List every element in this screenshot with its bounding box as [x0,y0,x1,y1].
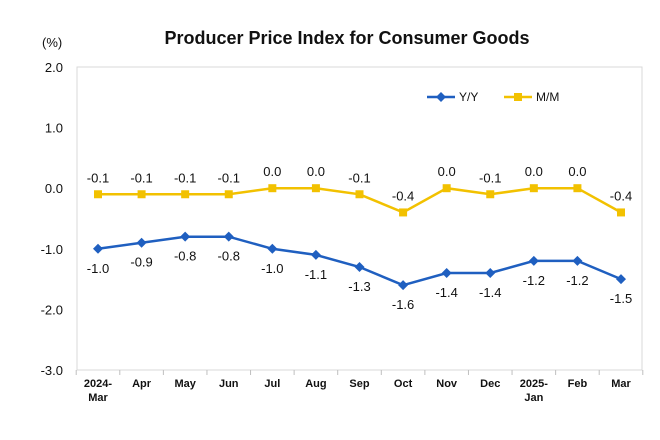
series-layer [93,184,626,291]
data-label-y-y: -1.5 [610,291,632,306]
y-tick-label: -3.0 [41,363,63,378]
data-point-y-y [136,237,147,248]
data-label-m-m: 0.0 [525,164,543,179]
y-axis-unit: (%) [42,35,62,50]
data-label-y-y: -1.0 [87,261,109,276]
data-point-y-y [616,274,626,285]
data-label-y-y: -1.1 [305,267,327,282]
x-tick-label: Jun [219,378,239,390]
data-label-m-m: -0.1 [348,170,370,185]
y-tick-label: -1.0 [41,242,63,257]
data-label-layer: -1.0 -0.9 -0.8 -0.8 -1.0 -1.1 -1.3 -1.6 -1.4 -1.4… [87,164,632,312]
legend-label-m-m: M/M [536,90,559,104]
x-tick-label: Feb [568,378,588,390]
data-point-y-y [354,261,365,272]
x-tick-label: Aug [305,378,326,390]
legend: Y/Y M/M [427,90,559,104]
data-label-m-m: -0.1 [174,170,196,185]
data-label-m-m: 0.0 [568,164,586,179]
data-point-y-y [528,255,539,266]
data-label-m-m: 0.0 [438,164,456,179]
y-tick-label: 1.0 [45,121,63,136]
x-tick-label: Oct [394,378,413,390]
data-point-m-m [486,190,495,199]
data-label-m-m: -0.1 [479,170,501,185]
data-point-m-m [442,184,451,193]
y-axis: 2.0 1.0 0.0 -1.0 -2.0 -3.0 [41,60,63,378]
y-tick-label: 2.0 [45,60,63,75]
data-point-m-m [529,184,538,193]
plot-frame [76,66,643,371]
data-point-y-y [572,255,583,266]
data-point-m-m [268,184,277,193]
data-point-y-y [93,243,103,254]
x-tick-label: 2024-Mar [84,378,112,404]
data-point-y-y [441,268,452,279]
data-label-m-m: 0.0 [263,164,281,179]
x-tick-label: 2025-Jan [520,378,548,404]
chart-title: Producer Price Index for Consumer Goods [164,28,529,48]
data-point-y-y [485,268,496,279]
data-point-y-y [398,280,409,291]
data-point-m-m [617,208,625,217]
data-label-y-y: -1.4 [479,285,501,300]
data-point-y-y [267,243,278,254]
data-label-m-m: 0.0 [307,164,325,179]
data-label-y-y: -0.9 [130,255,152,270]
x-tick-label: Apr [132,378,152,390]
data-point-m-m [181,190,190,199]
data-label-y-y: -1.3 [348,279,370,294]
data-point-m-m [355,190,364,199]
data-point-m-m [399,208,408,217]
data-label-y-y: -0.8 [218,249,240,264]
y-tick-label: -2.0 [41,302,63,317]
legend-label-y-y: Y/Y [459,90,478,104]
x-tick-label: Jul [264,378,280,390]
data-point-y-y [180,231,191,242]
data-point-m-m [311,184,320,193]
x-tick-label: Dec [480,378,500,390]
data-point-m-m [573,184,582,193]
x-tick-label: Mar [611,378,631,390]
data-label-y-y: -1.2 [523,273,545,288]
data-label-m-m: -0.4 [610,188,632,203]
data-point-m-m [137,190,146,199]
data-label-m-m: -0.1 [87,170,109,185]
y-tick-label: 0.0 [45,181,63,196]
x-tick-label: Nov [436,378,458,390]
data-label-m-m: -0.4 [392,188,414,203]
data-label-y-y: -1.6 [392,297,414,312]
data-label-m-m: -0.1 [130,170,152,185]
data-label-y-y: -0.8 [174,249,196,264]
legend-marker-y-y [436,92,446,102]
data-label-y-y: -1.0 [261,261,283,276]
x-axis: 2024-Mar Apr May Jun Jul Aug Sep Oct Nov Dec 2025-… [75,370,644,404]
data-point-y-y [223,231,234,242]
x-tick-label: May [174,378,196,390]
x-tick-label: Sep [349,378,369,390]
data-point-y-y [310,249,321,260]
data-point-m-m [224,190,233,199]
legend-marker-m-m [514,93,522,101]
data-point-m-m [94,190,102,199]
data-label-m-m: -0.1 [218,170,240,185]
data-label-y-y: -1.2 [566,273,588,288]
data-label-y-y: -1.4 [435,285,457,300]
